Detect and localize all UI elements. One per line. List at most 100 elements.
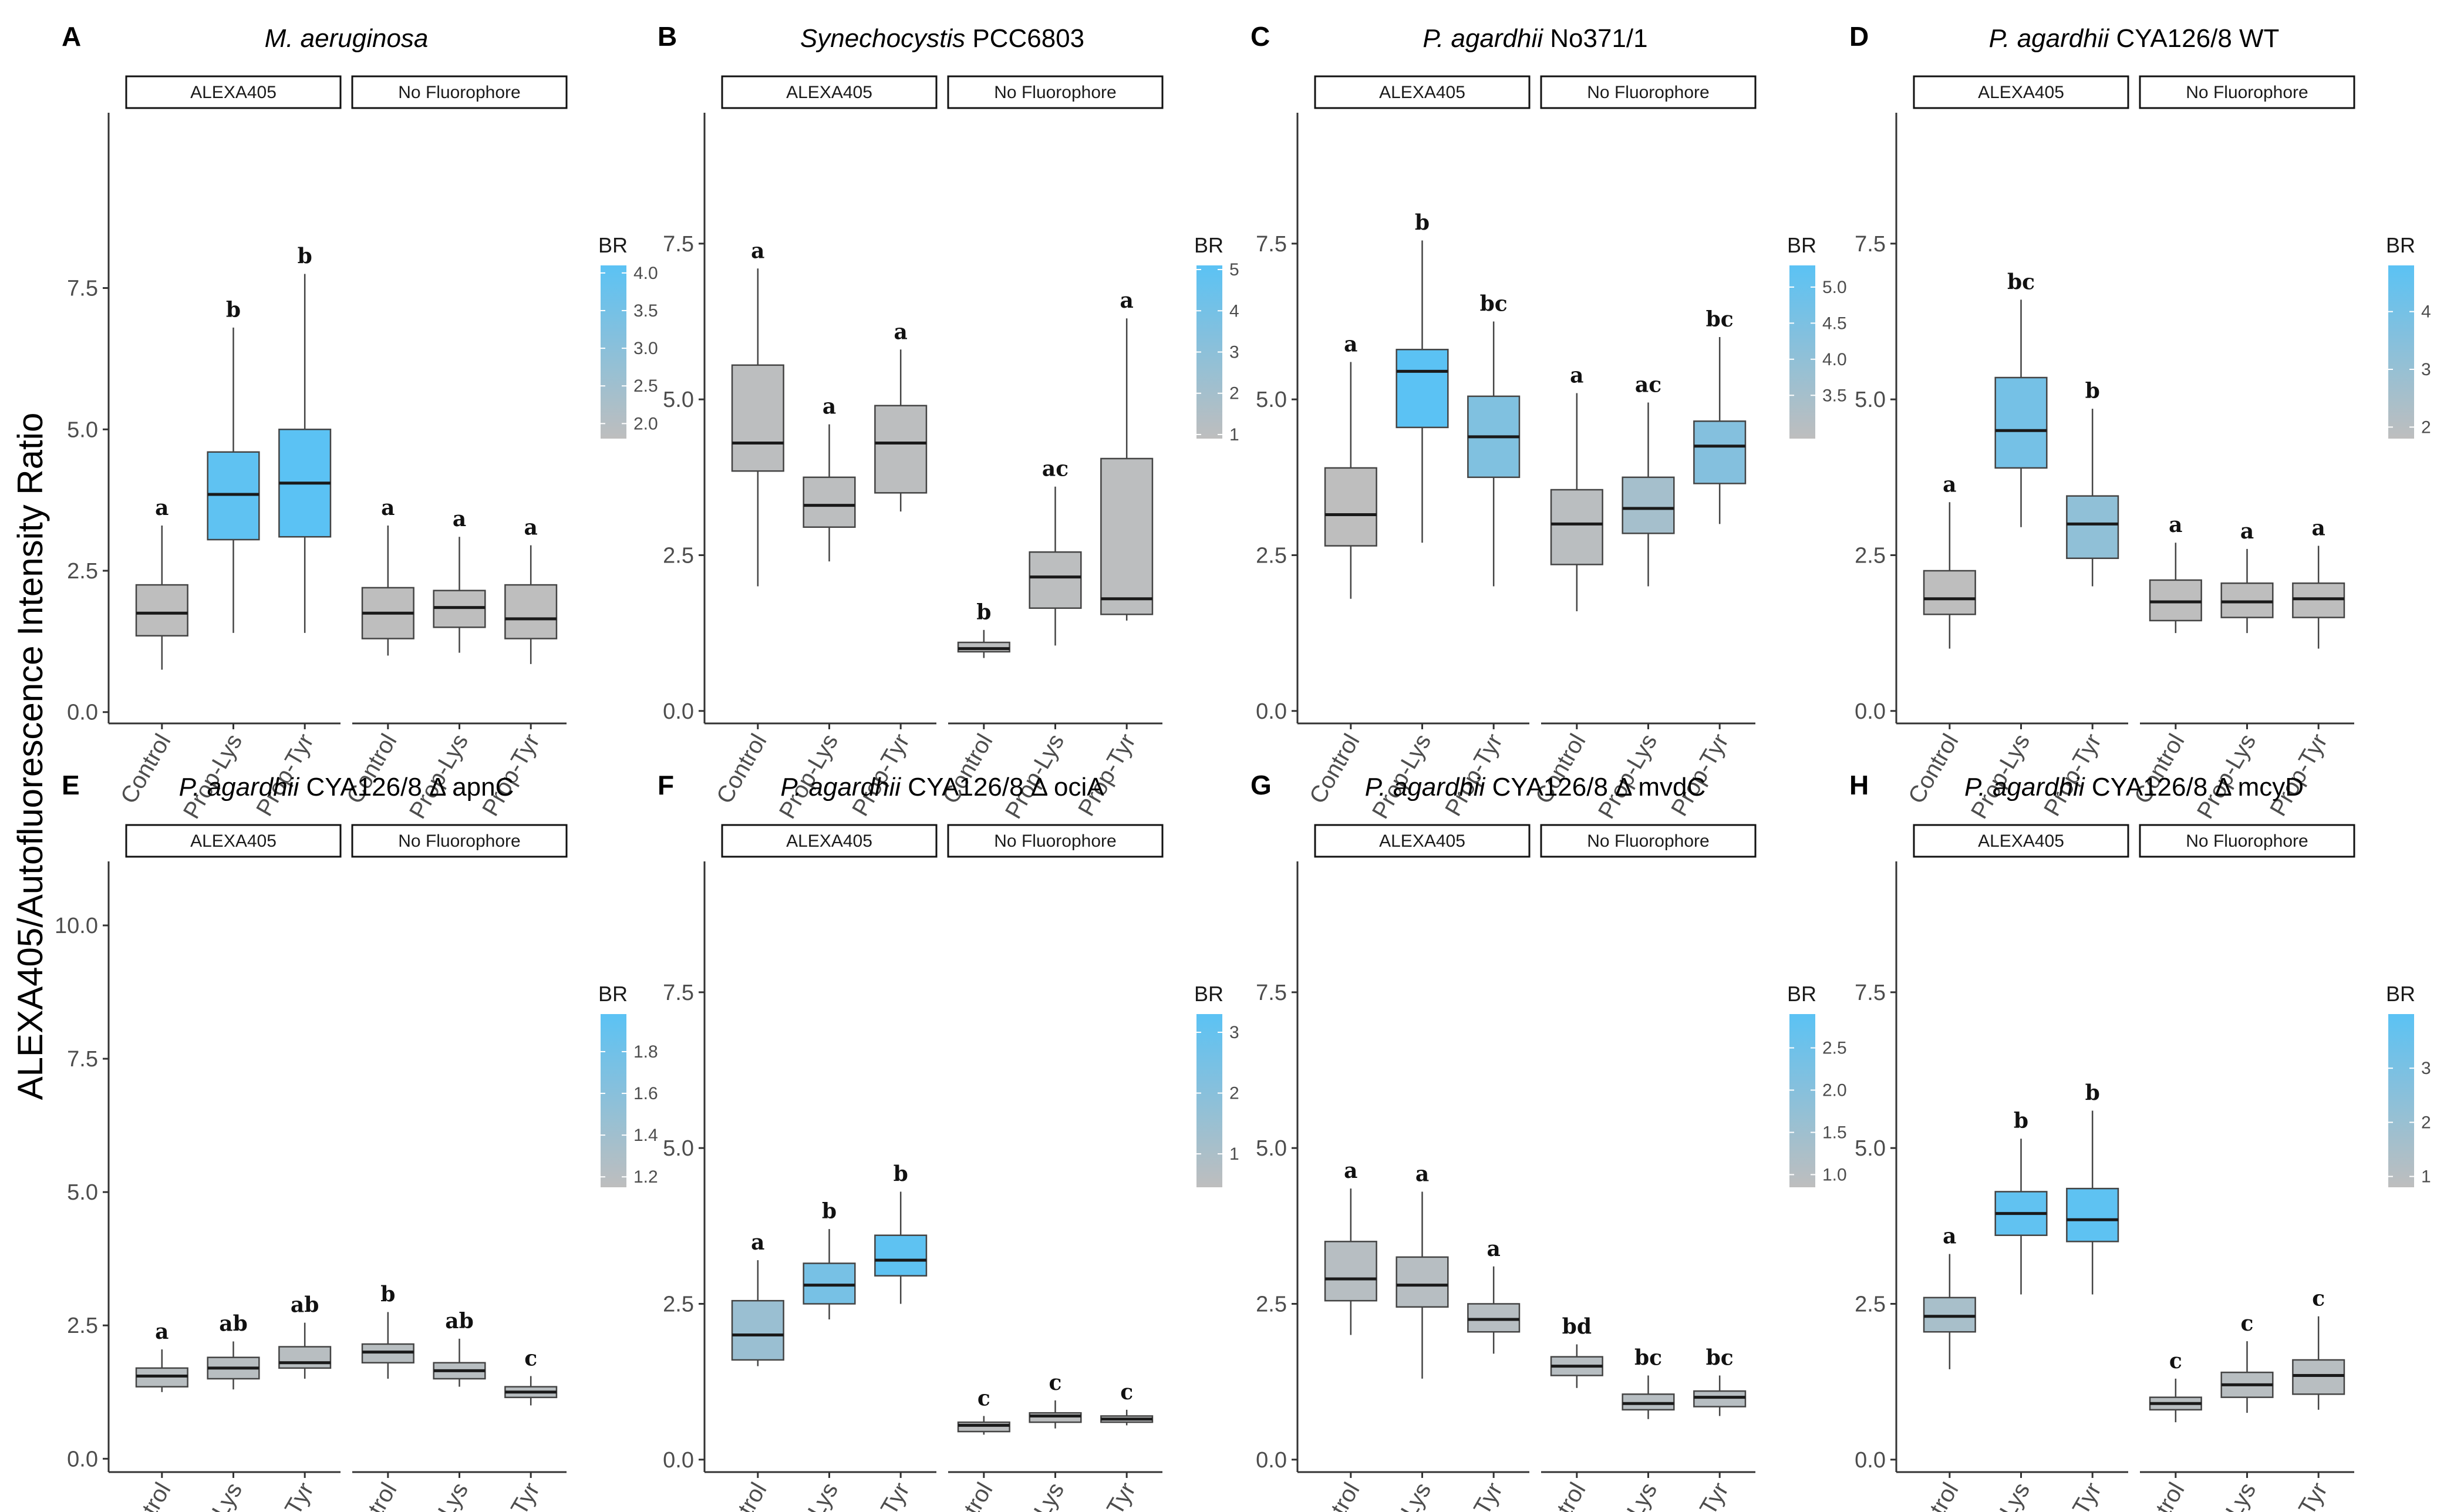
y-tick-label: 2.5	[67, 1314, 98, 1338]
panel-title-strain: CYA126/8 Δ apnC	[299, 773, 514, 802]
legend-tick-label: 2.5	[633, 376, 658, 396]
facet-strip-label: No Fluorophore	[1587, 831, 1709, 851]
facet-strip	[1540, 824, 1757, 858]
legend-colorbar	[601, 265, 626, 439]
y-tick-label: 2.5	[663, 543, 694, 568]
legend-tick-label: 1	[2421, 1167, 2431, 1187]
box-body	[874, 405, 928, 494]
significance-letter: bc	[1706, 1346, 1734, 1370]
box-body	[1396, 349, 1449, 429]
facet-strip-label: ALEXA405	[190, 831, 277, 851]
panel-title-strain: CYA126/8 WT	[2109, 24, 2279, 53]
legend-tick-label: 1	[1229, 1144, 1239, 1164]
significance-letter: a	[751, 1230, 764, 1255]
y-tick-label: 0.0	[1855, 699, 1886, 724]
y-tick-label: 7.5	[67, 1047, 98, 1072]
box-body	[1622, 1393, 1675, 1411]
significance-letter: bc	[1634, 1346, 1662, 1370]
facet-strip-label: ALEXA405	[786, 831, 872, 851]
significance-letter: c	[2241, 1311, 2254, 1336]
legend-tick-label: 3.5	[1822, 386, 1847, 405]
significance-letter: a	[1487, 1237, 1501, 1261]
significance-letter: b	[380, 1282, 395, 1307]
panel-title: P. agardhii CYA126/8 Δ apnC	[179, 773, 514, 802]
significance-letter: a	[1570, 363, 1583, 388]
box-body	[2292, 582, 2345, 618]
box-body	[1693, 420, 1747, 484]
significance-letter: a	[823, 395, 836, 419]
legend-tick-label: 1.6	[633, 1084, 658, 1103]
significance-letter: bc	[1706, 307, 1734, 332]
y-tick-label: 7.5	[1855, 232, 1886, 257]
facet-strip-label: ALEXA405	[190, 83, 277, 102]
facet-strip	[125, 824, 342, 858]
significance-letter: c	[1049, 1370, 1062, 1395]
panel-letter: A	[62, 21, 81, 52]
box-body	[504, 584, 558, 639]
facet-strip	[947, 824, 1164, 858]
panel-title-species: P. agardhii	[1964, 773, 2085, 802]
panel-title-strain: PCC6803	[965, 24, 1084, 53]
y-tick-label: 2.5	[1855, 543, 1886, 568]
facet-strip-label: ALEXA405	[1379, 831, 1465, 851]
y-axis-label: ALEXA405/Autofluorescence Intensity Rati…	[11, 413, 50, 1100]
legend-tick-label: 2	[2421, 417, 2431, 437]
box-body	[1923, 570, 1976, 615]
panel-letter: B	[658, 21, 677, 52]
legend-colorbar	[1789, 1014, 1815, 1187]
box-body	[1324, 1241, 1377, 1302]
significance-letter: a	[2169, 513, 2182, 537]
y-tick-label: 2.5	[1855, 1292, 1886, 1316]
y-tick-label: 7.5	[1256, 232, 1287, 257]
legend-tick-label: 1.2	[633, 1167, 658, 1187]
facet-strip	[1913, 824, 2129, 858]
panel-title-species: P. agardhii	[1989, 24, 2110, 53]
facet-strip-label: No Fluorophore	[1587, 83, 1709, 102]
y-tick-label: 0.0	[67, 701, 98, 725]
facet-strip	[1314, 75, 1531, 109]
significance-letter: b	[822, 1199, 837, 1224]
legend-tick-label: 3	[1229, 343, 1239, 362]
significance-letter: a	[751, 238, 764, 263]
y-tick-label: 7.5	[67, 277, 98, 301]
significance-letter: c	[1120, 1380, 1133, 1405]
panel-title-strain: CYA126/8 Δ mcyD	[2085, 773, 2304, 802]
legend-title: BR	[1194, 233, 1223, 257]
legend-tick-label: 1.4	[633, 1126, 658, 1145]
box-body	[731, 1299, 784, 1361]
significance-letter: a	[1943, 472, 1956, 497]
y-tick-label: 5.0	[1855, 1136, 1886, 1161]
box-body	[135, 584, 188, 637]
facet-strip-label: No Fluorophore	[398, 83, 520, 102]
significance-letter: a	[381, 496, 395, 520]
facet-strip-label: No Fluorophore	[994, 831, 1116, 851]
panel-title: P. agardhii CYA126/8 Δ mcyD	[1964, 773, 2304, 802]
y-tick-label: 5.0	[1256, 1136, 1287, 1161]
box-body	[1467, 1303, 1521, 1333]
legend-tick-label: 3	[1229, 1023, 1239, 1042]
facet-strip	[2139, 824, 2355, 858]
panel-title-species: P. agardhii	[1423, 24, 1543, 53]
y-tick-label: 7.5	[663, 232, 694, 257]
panel-title-species: P. agardhii	[179, 773, 300, 802]
significance-letter: b	[976, 600, 991, 625]
legend-tick-label: 2	[1229, 1084, 1239, 1103]
y-tick-label: 0.0	[1256, 699, 1287, 724]
significance-letter: b	[2014, 1109, 2028, 1133]
y-tick-label: 10.0	[55, 914, 98, 938]
panel-title: P. agardhii CYA126/8 Δ ociA	[780, 773, 1104, 802]
y-tick-label: 5.0	[1855, 388, 1886, 412]
y-tick-label: 2.5	[67, 559, 98, 584]
legend-tick-label: 3.0	[633, 339, 658, 358]
significance-letter: c	[2169, 1349, 2182, 1373]
facet-strip	[351, 75, 568, 109]
significance-letter: a	[1120, 288, 1134, 313]
significance-letter: b	[2085, 1080, 2100, 1105]
legend-tick-label: 3.5	[633, 301, 658, 321]
significance-letter: a	[1344, 1159, 1357, 1183]
box-body	[278, 1346, 332, 1369]
